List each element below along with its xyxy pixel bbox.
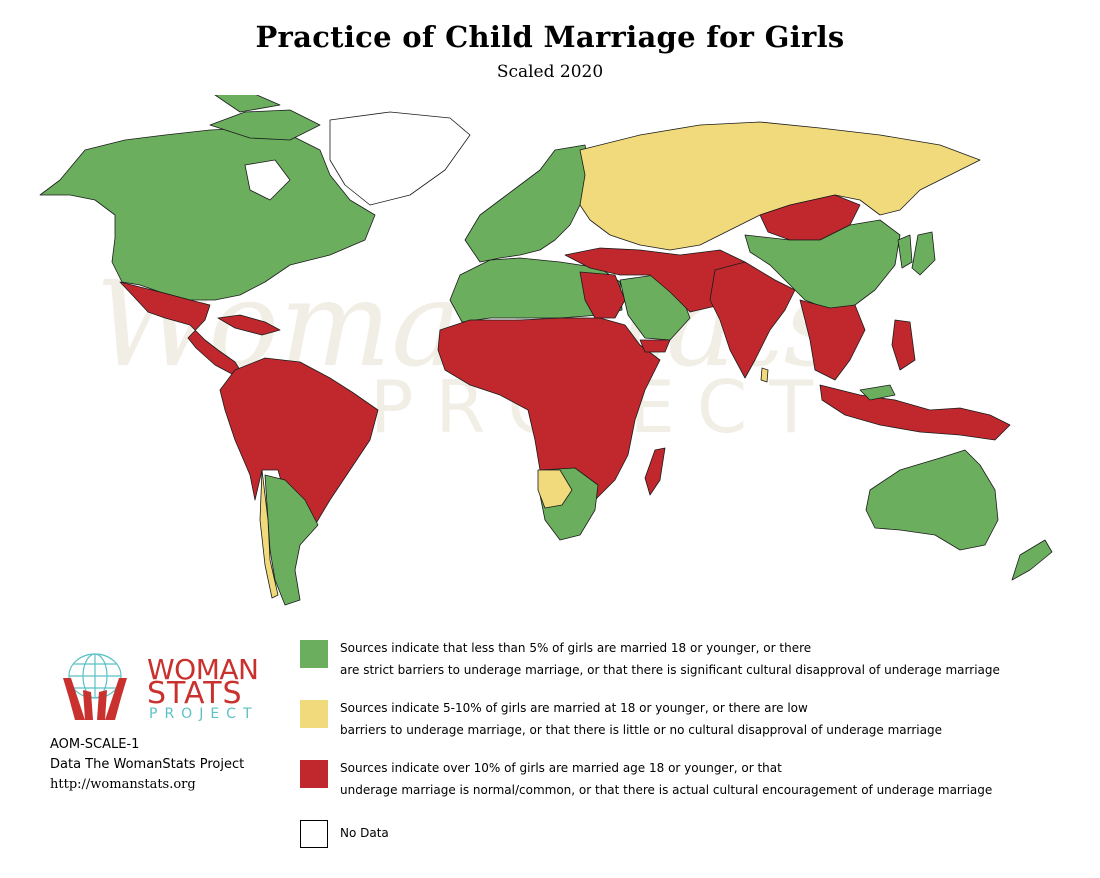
region-chile	[259, 469, 279, 599]
region-malaysia	[859, 384, 896, 401]
region-madagascar	[644, 447, 666, 496]
region-india	[709, 261, 796, 379]
logo-text-project: PROJECT	[149, 706, 259, 722]
region-australia	[865, 449, 999, 551]
globe-hands-icon	[63, 653, 127, 720]
region-indonesia	[819, 384, 1011, 441]
region-europe	[464, 144, 591, 263]
region-yemen	[639, 339, 671, 353]
region-china	[744, 219, 901, 311]
region-north-america	[39, 127, 376, 301]
region-sub-saharan-africa	[437, 317, 661, 501]
logo-text-woman: WOMAN	[147, 653, 259, 686]
legend-text-low-line2: are strict barriers to underage marriage…	[340, 663, 1000, 677]
legend-text-high-line1: Sources indicate over 10% of girls are m…	[340, 761, 782, 775]
credit-code: AOM-SCALE-1	[50, 737, 140, 752]
legend-swatch-no-data	[300, 820, 328, 848]
legend-text-no-data: No Data	[340, 826, 389, 840]
region-arctic-islands	[209, 109, 321, 141]
region-argentina	[264, 474, 319, 606]
credit-source: Data The WomanStats Project	[50, 757, 245, 772]
legend-swatch-moderate	[300, 700, 328, 728]
region-southeast-asia	[799, 299, 866, 381]
region-caribbean	[217, 314, 281, 336]
region-russia	[579, 121, 981, 251]
legend-text-moderate-line2: barriers to underage marriage, or that t…	[340, 723, 942, 737]
credit-url: http://womanstats.org	[50, 777, 196, 792]
region-philippines	[891, 319, 916, 371]
region-greenland	[329, 111, 471, 206]
map-subtitle: Scaled 2020	[496, 62, 604, 82]
region-new-zealand	[1011, 539, 1053, 581]
region-korea	[897, 234, 913, 269]
region-egypt	[579, 271, 626, 319]
womanstats-logo: WOMAN STATS PROJECT	[55, 648, 259, 728]
logo-text-stats: STATS	[147, 676, 243, 711]
legend-text-high-line2: underage marriage is normal/common, or t…	[340, 783, 993, 797]
map-title: Practice of Child Marriage for Girls	[255, 20, 845, 54]
region-namibia-botswana	[537, 469, 573, 509]
region-japan	[911, 231, 936, 276]
world-map	[39, 95, 1053, 606]
legend-swatch-low	[300, 640, 328, 668]
legend-text-low-line1: Sources indicate that less than 5% of gi…	[340, 641, 812, 655]
region-sri-lanka	[760, 367, 769, 383]
legend-swatch-high	[300, 760, 328, 788]
legend-text-moderate-line1: Sources indicate 5-10% of girls are marr…	[340, 701, 808, 715]
